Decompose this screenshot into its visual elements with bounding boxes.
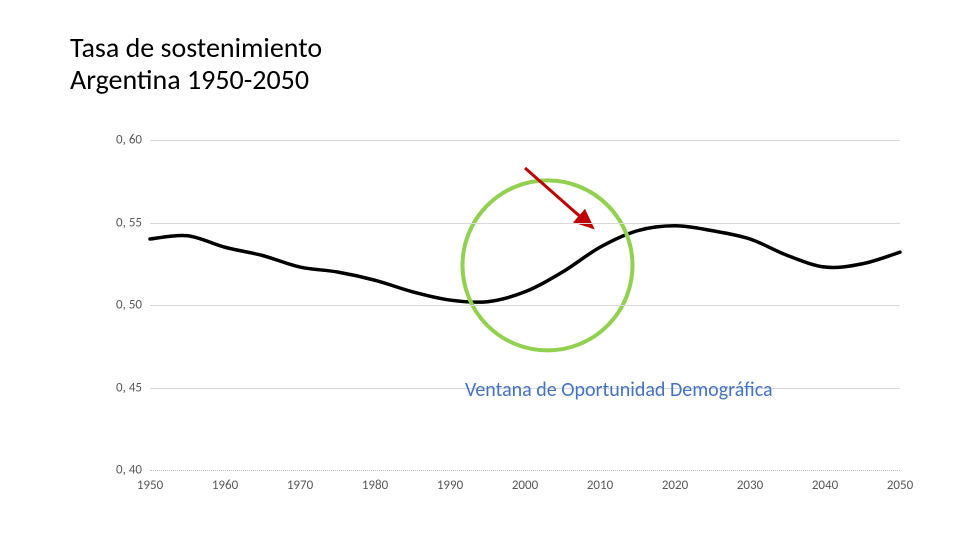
x-tick-label: 2020 bbox=[662, 470, 688, 493]
title-line-1: Tasa de sostenimiento bbox=[70, 30, 322, 65]
gridline bbox=[150, 305, 900, 306]
x-tick-label: 2030 bbox=[737, 470, 763, 493]
annotation-text: Ventana de Oportunidad Demográfica bbox=[465, 378, 773, 402]
gridline bbox=[150, 223, 900, 224]
x-tick-label: 2000 bbox=[512, 470, 538, 493]
y-tick-label: 0, 45 bbox=[116, 380, 150, 395]
dependency-ratio-chart: 0, 400, 450, 500, 550, 60195019601970198… bbox=[150, 140, 900, 470]
x-tick-label: 1960 bbox=[212, 470, 238, 493]
y-tick-label: 0, 60 bbox=[116, 133, 150, 148]
y-tick-label: 0, 55 bbox=[116, 215, 150, 230]
x-tick-label: 1980 bbox=[362, 470, 388, 493]
x-tick-label: 2040 bbox=[812, 470, 838, 493]
y-tick-label: 0, 50 bbox=[116, 298, 150, 313]
slide: Tasa de sostenimiento Argentina 1950-205… bbox=[0, 0, 960, 540]
x-tick-label: 1950 bbox=[137, 470, 163, 493]
page-title: Tasa de sostenimiento Argentina 1950-205… bbox=[70, 32, 322, 96]
series-line bbox=[150, 226, 900, 302]
x-tick-label: 2050 bbox=[887, 470, 913, 493]
highlight-circle bbox=[463, 180, 633, 350]
callout-arrow bbox=[525, 168, 593, 227]
x-tick-label: 2010 bbox=[587, 470, 613, 493]
title-line-2: Argentina 1950-2050 bbox=[70, 62, 309, 97]
gridline bbox=[150, 140, 900, 141]
x-tick-label: 1970 bbox=[287, 470, 313, 493]
x-tick-label: 1990 bbox=[437, 470, 463, 493]
